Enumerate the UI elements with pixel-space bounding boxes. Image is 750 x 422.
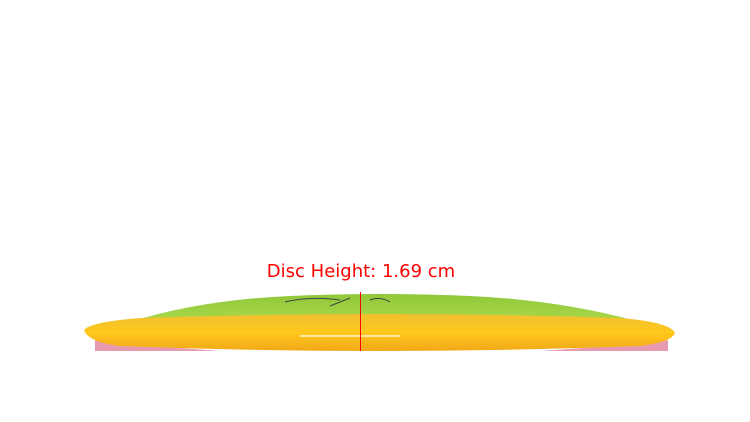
disc-height-label: Disc Height: 1.69 cm [267, 261, 455, 282]
disc-underside [95, 340, 668, 351]
disc-dome [130, 294, 640, 322]
disc-rim [84, 314, 675, 351]
disc-stamp [284, 297, 391, 307]
